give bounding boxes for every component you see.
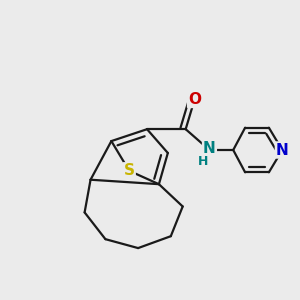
Text: N: N: [276, 142, 289, 158]
Text: O: O: [188, 92, 201, 107]
Text: S: S: [124, 163, 135, 178]
Text: N: N: [203, 141, 216, 156]
Text: H: H: [198, 155, 208, 168]
